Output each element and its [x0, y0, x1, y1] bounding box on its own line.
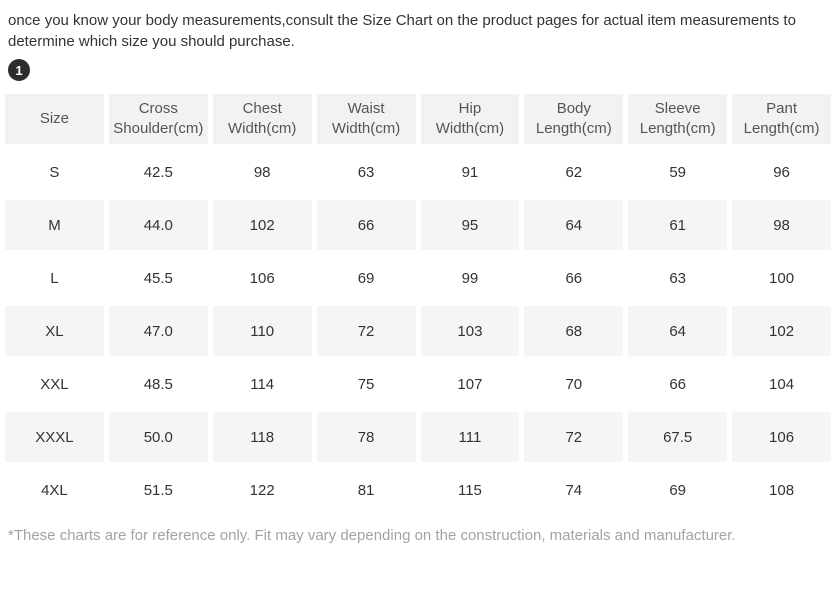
column-header: Hip Width(cm) — [420, 94, 520, 144]
measurement-cell: 69 — [628, 465, 728, 515]
measurement-cell: 96 — [732, 147, 831, 197]
measurement-cell: 61 — [628, 200, 728, 250]
table-row: S 42.5 98 63 91 62 59 96 — [5, 147, 831, 197]
size-chart-table: Size Cross Shoulder(cm) Chest Width(cm) Wai… — [0, 91, 836, 518]
measurement-cell: 75 — [316, 359, 416, 409]
column-header: Waist Width(cm) — [316, 94, 416, 144]
size-label-cell: XXL — [5, 359, 104, 409]
measurement-cell: 111 — [420, 412, 520, 462]
table-row: M 44.0 102 66 95 64 61 98 — [5, 200, 831, 250]
column-header: Chest Width(cm) — [212, 94, 312, 144]
measurement-cell: 98 — [212, 147, 312, 197]
size-chart-body: S 42.5 98 63 91 62 59 96 M 44.0 102 66 95 64 61 98 L 45.5… — [5, 147, 831, 515]
measurement-cell: 62 — [524, 147, 624, 197]
measurement-cell: 102 — [212, 200, 312, 250]
table-row: L 45.5 106 69 99 66 63 100 — [5, 253, 831, 303]
measurement-cell: 59 — [628, 147, 728, 197]
column-header: Size — [5, 94, 104, 144]
step-number-badge: 1 — [8, 59, 30, 81]
size-chart-header-row: Size Cross Shoulder(cm) Chest Width(cm) Wai… — [5, 94, 831, 144]
table-row: XXL 48.5 114 75 107 70 66 104 — [5, 359, 831, 409]
measurement-cell: 72 — [524, 412, 624, 462]
size-chart-header: Size Cross Shoulder(cm) Chest Width(cm) Wai… — [5, 94, 831, 144]
column-header: Body Length(cm) — [524, 94, 624, 144]
column-header: Sleeve Length(cm) — [628, 94, 728, 144]
size-guide-intro-text: once you know your body measurements,con… — [8, 12, 796, 50]
measurement-cell: 91 — [420, 147, 520, 197]
measurement-cell: 74 — [524, 465, 624, 515]
measurement-cell: 106 — [732, 412, 831, 462]
table-row: 4XL 51.5 122 81 115 74 69 108 — [5, 465, 831, 515]
measurement-cell: 63 — [628, 253, 728, 303]
measurement-cell: 115 — [420, 465, 520, 515]
measurement-cell: 45.5 — [108, 253, 208, 303]
measurement-cell: 70 — [524, 359, 624, 409]
size-label-cell: S — [5, 147, 104, 197]
measurement-cell: 110 — [212, 306, 312, 356]
measurement-cell: 106 — [212, 253, 312, 303]
column-header: Pant Length(cm) — [732, 94, 831, 144]
measurement-cell: 66 — [628, 359, 728, 409]
measurement-cell: 72 — [316, 306, 416, 356]
measurement-cell: 95 — [420, 200, 520, 250]
measurement-cell: 81 — [316, 465, 416, 515]
measurement-cell: 67.5 — [628, 412, 728, 462]
size-label-cell: XL — [5, 306, 104, 356]
size-label-cell: XXXL — [5, 412, 104, 462]
column-header: Cross Shoulder(cm) — [108, 94, 208, 144]
measurement-cell: 114 — [212, 359, 312, 409]
measurement-cell: 98 — [732, 200, 831, 250]
table-row: XL 47.0 110 72 103 68 64 102 — [5, 306, 831, 356]
measurement-cell: 51.5 — [108, 465, 208, 515]
measurement-cell: 122 — [212, 465, 312, 515]
measurement-cell: 64 — [524, 200, 624, 250]
measurement-cell: 66 — [316, 200, 416, 250]
measurement-cell: 69 — [316, 253, 416, 303]
measurement-cell: 47.0 — [108, 306, 208, 356]
measurement-cell: 50.0 — [108, 412, 208, 462]
size-chart-footnote: *These charts are for reference only. Fi… — [8, 527, 736, 544]
measurement-cell: 78 — [316, 412, 416, 462]
measurement-cell: 104 — [732, 359, 831, 409]
measurement-cell: 108 — [732, 465, 831, 515]
size-label-cell: M — [5, 200, 104, 250]
measurement-cell: 48.5 — [108, 359, 208, 409]
measurement-cell: 99 — [420, 253, 520, 303]
measurement-cell: 68 — [524, 306, 624, 356]
measurement-cell: 44.0 — [108, 200, 208, 250]
size-label-cell: L — [5, 253, 104, 303]
measurement-cell: 107 — [420, 359, 520, 409]
measurement-cell: 64 — [628, 306, 728, 356]
measurement-cell: 102 — [732, 306, 831, 356]
size-label-cell: 4XL — [5, 465, 104, 515]
measurement-cell: 63 — [316, 147, 416, 197]
measurement-cell: 103 — [420, 306, 520, 356]
measurement-cell: 118 — [212, 412, 312, 462]
measurement-cell: 66 — [524, 253, 624, 303]
measurement-cell: 42.5 — [108, 147, 208, 197]
table-row: XXXL 50.0 118 78 111 72 67.5 106 — [5, 412, 831, 462]
measurement-cell: 100 — [732, 253, 831, 303]
